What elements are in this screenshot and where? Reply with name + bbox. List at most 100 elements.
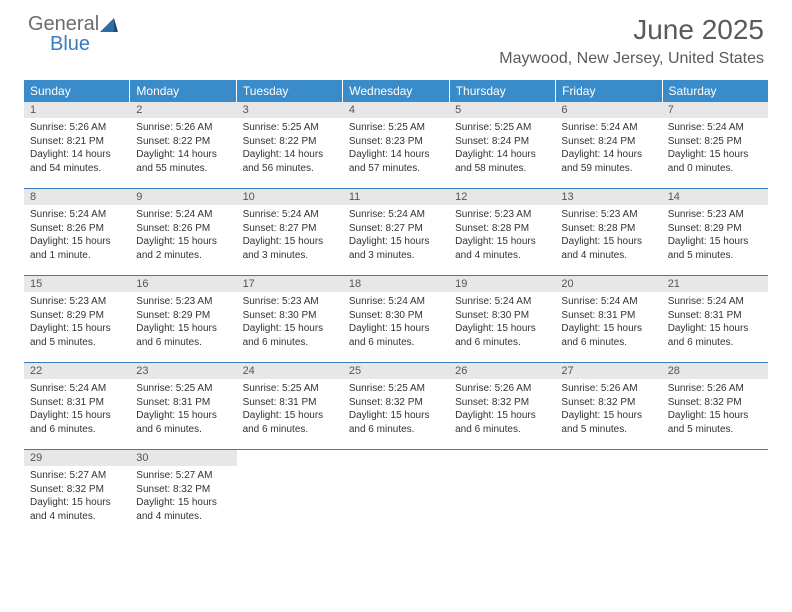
day-cell: 2 Sunrise: 5:26 AMSunset: 8:22 PMDaylight…	[130, 102, 236, 188]
day-number: 25	[343, 363, 449, 379]
day-body: Sunrise: 5:26 AMSunset: 8:32 PMDaylight:…	[662, 379, 768, 440]
sunset-text: Sunset: 8:32 PM	[668, 396, 762, 410]
weeks-container: 1 Sunrise: 5:26 AM Sunset: 8:21 PM Daylight…	[24, 102, 768, 536]
day-cell: 5Sunrise: 5:25 AMSunset: 8:24 PMDaylight…	[449, 102, 555, 188]
sunrise-text: Sunrise: 5:24 AM	[349, 295, 443, 309]
sunrise-text: Sunrise: 5:26 AM	[136, 121, 230, 135]
sunset-text: Sunset: 8:29 PM	[136, 309, 230, 323]
dow-saturday: Saturday	[663, 80, 768, 102]
sail-icon	[100, 16, 118, 36]
day-body: Sunrise: 5:25 AMSunset: 8:23 PMDaylight:…	[343, 118, 449, 179]
day-cell: 19Sunrise: 5:24 AMSunset: 8:30 PMDayligh…	[449, 276, 555, 362]
day-body: Sunrise: 5:25 AMSunset: 8:22 PMDaylight:…	[237, 118, 343, 179]
daylight-text: Daylight: 14 hours and 55 minutes.	[136, 148, 230, 175]
day-body: Sunrise: 5:26 AMSunset: 8:32 PMDaylight:…	[449, 379, 555, 440]
sunrise-text: Sunrise: 5:26 AM	[668, 382, 762, 396]
sunrise-text: Sunrise: 5:26 AM	[561, 382, 655, 396]
sunset-text: Sunset: 8:32 PM	[561, 396, 655, 410]
day-cell: 24Sunrise: 5:25 AMSunset: 8:31 PMDayligh…	[237, 363, 343, 449]
day-number: 17	[237, 276, 343, 292]
day-number: 4	[343, 102, 449, 118]
day-body: Sunrise: 5:24 AMSunset: 8:31 PMDaylight:…	[24, 379, 130, 440]
day-cell: 21Sunrise: 5:24 AMSunset: 8:31 PMDayligh…	[662, 276, 768, 362]
day-number: 29	[24, 450, 130, 466]
day-body: Sunrise: 5:26 AMSunset: 8:32 PMDaylight:…	[555, 379, 661, 440]
sunset-text: Sunset: 8:23 PM	[349, 135, 443, 149]
page-header: General Blue June 2025 Maywood, New Jers…	[0, 0, 792, 72]
sunrise-text: Sunrise: 5:25 AM	[136, 382, 230, 396]
dow-thursday: Thursday	[450, 80, 556, 102]
day-number: 1	[24, 102, 130, 118]
day-cell: 26Sunrise: 5:26 AMSunset: 8:32 PMDayligh…	[449, 363, 555, 449]
day-cell: 3Sunrise: 5:25 AMSunset: 8:22 PMDaylight…	[237, 102, 343, 188]
day-cell: 25Sunrise: 5:25 AMSunset: 8:32 PMDayligh…	[343, 363, 449, 449]
day-body: Sunrise: 5:25 AMSunset: 8:31 PMDaylight:…	[130, 379, 236, 440]
daylight-text: Daylight: 15 hours and 5 minutes.	[30, 322, 124, 349]
day-number: 19	[449, 276, 555, 292]
day-cell: 22Sunrise: 5:24 AMSunset: 8:31 PMDayligh…	[24, 363, 130, 449]
daylight-text: Daylight: 14 hours and 57 minutes.	[349, 148, 443, 175]
daylight-text: Daylight: 15 hours and 1 minute.	[30, 235, 124, 262]
day-number: 2	[130, 102, 236, 118]
day-body: Sunrise: 5:24 AMSunset: 8:27 PMDaylight:…	[343, 205, 449, 266]
sunset-text: Sunset: 8:26 PM	[136, 222, 230, 236]
sunset-text: Sunset: 8:30 PM	[243, 309, 337, 323]
day-body: Sunrise: 5:23 AMSunset: 8:30 PMDaylight:…	[237, 292, 343, 353]
day-number: 12	[449, 189, 555, 205]
day-number: 28	[662, 363, 768, 379]
day-number: 5	[449, 102, 555, 118]
sunset-text: Sunset: 8:31 PM	[136, 396, 230, 410]
day-body: Sunrise: 5:23 AMSunset: 8:29 PMDaylight:…	[24, 292, 130, 353]
sunrise-text: Sunrise: 5:24 AM	[668, 295, 762, 309]
day-cell: 29Sunrise: 5:27 AMSunset: 8:32 PMDayligh…	[24, 450, 130, 536]
sunrise-text: Sunrise: 5:24 AM	[243, 208, 337, 222]
day-body: Sunrise: 5:23 AMSunset: 8:29 PMDaylight:…	[662, 205, 768, 266]
sunrise-text: Sunrise: 5:24 AM	[349, 208, 443, 222]
day-cell: 17Sunrise: 5:23 AMSunset: 8:30 PMDayligh…	[237, 276, 343, 362]
sunset-text: Sunset: 8:32 PM	[455, 396, 549, 410]
daylight-text: Daylight: 15 hours and 5 minutes.	[561, 409, 655, 436]
day-number: 16	[130, 276, 236, 292]
day-cell: 12Sunrise: 5:23 AMSunset: 8:28 PMDayligh…	[449, 189, 555, 275]
day-cell: 13Sunrise: 5:23 AMSunset: 8:28 PMDayligh…	[555, 189, 661, 275]
day-cell-empty	[237, 450, 343, 536]
month-title: June 2025	[499, 14, 764, 46]
day-number: 18	[343, 276, 449, 292]
sunrise-text: Sunrise: 5:24 AM	[30, 208, 124, 222]
sunset-text: Sunset: 8:24 PM	[455, 135, 549, 149]
day-cell-empty	[343, 450, 449, 536]
sunrise-text: Sunrise: 5:25 AM	[455, 121, 549, 135]
daylight-text: Daylight: 15 hours and 4 minutes.	[455, 235, 549, 262]
day-body: Sunrise: 5:24 AMSunset: 8:30 PMDaylight:…	[343, 292, 449, 353]
brand-line2: Blue	[28, 34, 118, 54]
sunrise-text: Sunrise: 5:25 AM	[243, 121, 337, 135]
sunrise-text: Sunrise: 5:26 AM	[455, 382, 549, 396]
dow-tuesday: Tuesday	[237, 80, 343, 102]
sunset-text: Sunset: 8:32 PM	[349, 396, 443, 410]
day-number: 3	[237, 102, 343, 118]
day-cell: 4Sunrise: 5:25 AMSunset: 8:23 PMDaylight…	[343, 102, 449, 188]
day-cell: 27Sunrise: 5:26 AMSunset: 8:32 PMDayligh…	[555, 363, 661, 449]
daylight-text: Daylight: 15 hours and 4 minutes.	[136, 496, 230, 523]
day-number: 22	[24, 363, 130, 379]
dow-sunday: Sunday	[24, 80, 130, 102]
sunset-text: Sunset: 8:22 PM	[136, 135, 230, 149]
location-subtitle: Maywood, New Jersey, United States	[499, 50, 764, 68]
day-cell-empty	[555, 450, 661, 536]
sunset-text: Sunset: 8:21 PM	[30, 135, 124, 149]
sunset-text: Sunset: 8:31 PM	[30, 396, 124, 410]
sunrise-text: Sunrise: 5:23 AM	[668, 208, 762, 222]
sunset-text: Sunset: 8:30 PM	[349, 309, 443, 323]
sunset-text: Sunset: 8:25 PM	[668, 135, 762, 149]
day-body: Sunrise: 5:24 AMSunset: 8:31 PMDaylight:…	[662, 292, 768, 353]
daylight-text: Daylight: 15 hours and 3 minutes.	[243, 235, 337, 262]
week-row: 15Sunrise: 5:23 AMSunset: 8:29 PMDayligh…	[24, 276, 768, 363]
week-row: 1 Sunrise: 5:26 AM Sunset: 8:21 PM Daylight…	[24, 102, 768, 189]
week-row: 8Sunrise: 5:24 AMSunset: 8:26 PMDaylight…	[24, 189, 768, 276]
day-cell: 6Sunrise: 5:24 AMSunset: 8:24 PMDaylight…	[555, 102, 661, 188]
daylight-text: Daylight: 14 hours and 59 minutes.	[561, 148, 655, 175]
day-number: 30	[130, 450, 236, 466]
sunset-text: Sunset: 8:31 PM	[668, 309, 762, 323]
sunrise-text: Sunrise: 5:24 AM	[30, 382, 124, 396]
sunrise-text: Sunrise: 5:27 AM	[30, 469, 124, 483]
